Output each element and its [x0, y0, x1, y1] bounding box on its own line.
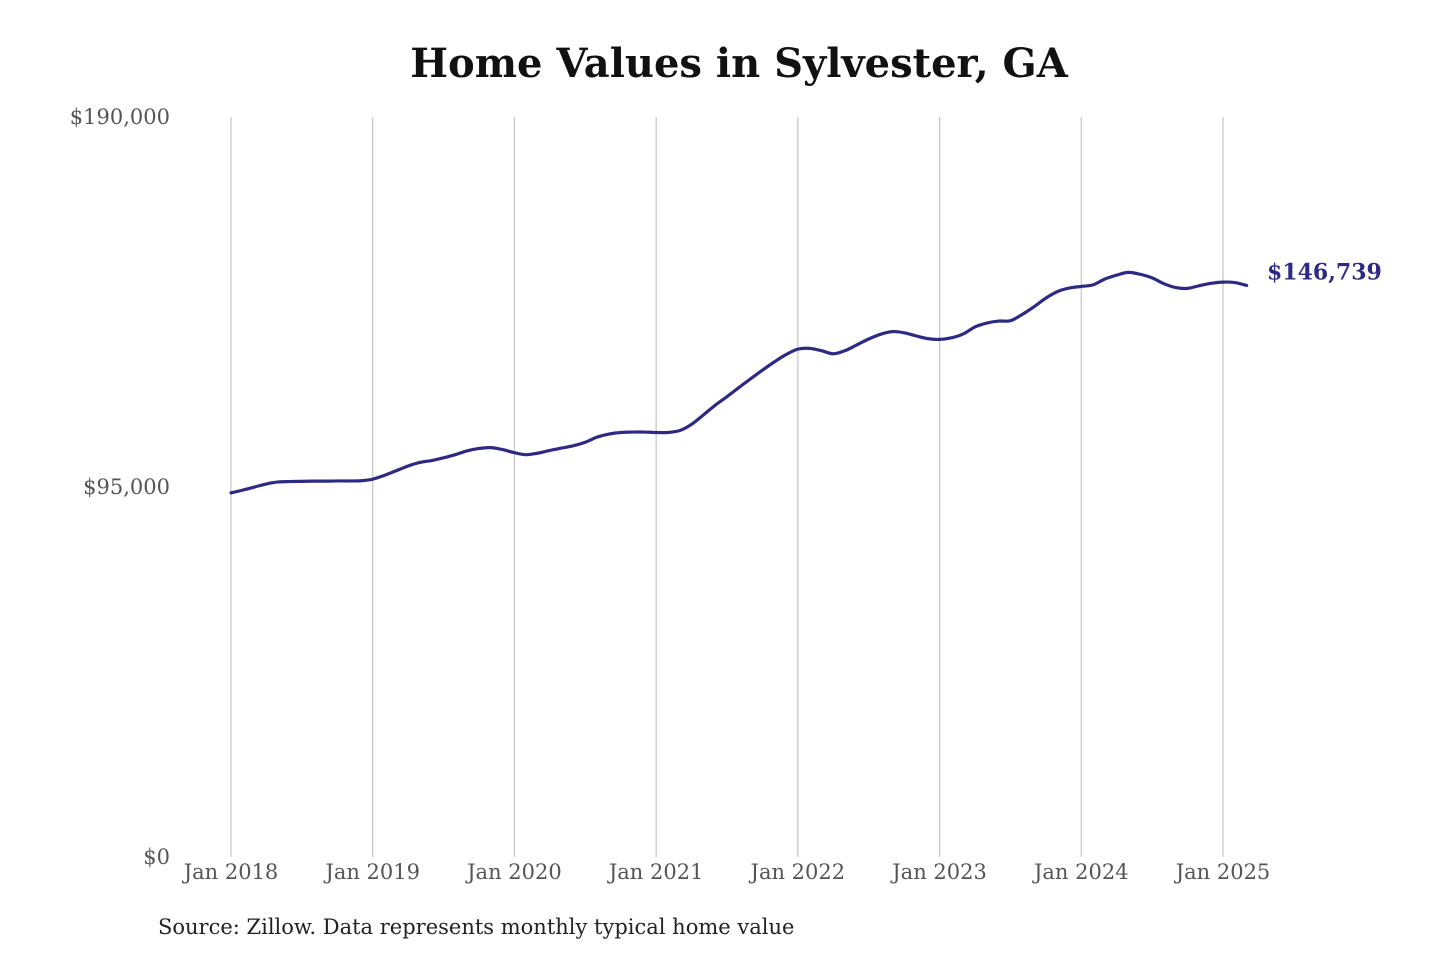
x-tick-label: Jan 2024	[1032, 860, 1129, 884]
x-axis-ticks: Jan 2018 Jan 2019 Jan 2020 Jan 2021 Jan 2022…	[182, 860, 1271, 884]
y-axis-ticks: $0 $95,000 $190,000	[70, 105, 170, 869]
x-tick-label: Jan 2018	[182, 860, 279, 884]
x-tick-label: Jan 2021	[607, 860, 704, 884]
series-layer	[229, 270, 1249, 495]
x-tick-label: Jan 2022	[749, 860, 846, 884]
gridlines	[230, 117, 1224, 857]
x-tick-label: Jan 2019	[323, 860, 420, 884]
y-tick-label: $190,000	[70, 105, 170, 129]
x-tick-label: Jan 2020	[465, 860, 562, 884]
x-tick-label: Jan 2025	[1174, 860, 1271, 884]
y-tick-label: $95,000	[83, 475, 170, 499]
home-value-line	[229, 270, 1249, 495]
x-tick-label: Jan 2023	[890, 860, 987, 884]
chart-title: Home Values in Sylvester, GA	[410, 40, 1068, 87]
end-value-label: $146,739	[1267, 259, 1382, 285]
source-note: Source: Zillow. Data represents monthly …	[158, 915, 795, 939]
end-label-layer: $146,739	[1267, 259, 1382, 285]
y-tick-label: $0	[143, 845, 170, 869]
